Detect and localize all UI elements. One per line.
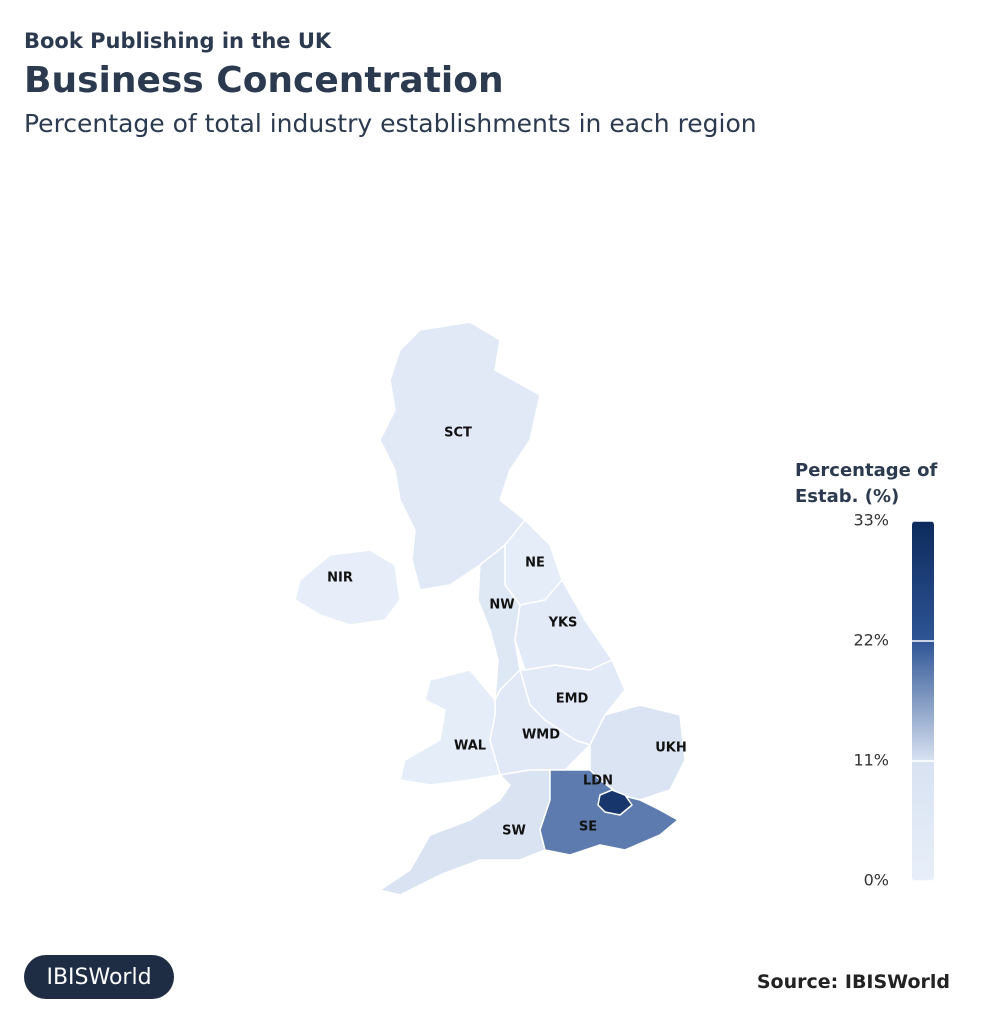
region-label: UKH xyxy=(655,741,687,756)
region-labels: SCT NIR NE NW YKS EMD WMD WAL UKH SW SE … xyxy=(327,426,687,839)
region xyxy=(597,789,633,816)
region-label: WAL xyxy=(454,739,486,754)
legend-title: Percentage of xyxy=(795,460,937,481)
title: Business Concentration xyxy=(24,60,504,101)
source: Source: IBISWorld xyxy=(757,971,950,993)
region xyxy=(379,321,541,591)
region-label: SE xyxy=(579,820,597,835)
region-label: SCT xyxy=(444,426,472,441)
region-label: NE xyxy=(525,556,545,571)
region-label: YKS xyxy=(548,616,578,631)
legend: Percentage of Estab. (%) 0% 11% 22% 33% xyxy=(795,460,937,890)
region-label: EMD xyxy=(556,692,589,707)
legend-tick-label: 11% xyxy=(853,751,889,770)
logo-badge xyxy=(24,955,174,999)
legend-tick-label: 0% xyxy=(864,871,889,890)
colorbar xyxy=(912,521,934,881)
region-label: SW xyxy=(502,824,526,839)
map xyxy=(294,321,686,896)
kicker: Book Publishing in the UK xyxy=(24,29,332,53)
region xyxy=(294,549,401,626)
legend-tick-label: 33% xyxy=(853,511,889,530)
region-label: NIR xyxy=(327,571,353,586)
subtitle: Percentage of total industry establishme… xyxy=(24,109,757,138)
legend-tick-label: 22% xyxy=(853,631,889,650)
region-label: WMD xyxy=(522,728,560,743)
region xyxy=(399,669,501,786)
region-label: LDN xyxy=(583,774,613,789)
logo: IBISWorld xyxy=(46,965,151,990)
region-label: NW xyxy=(489,598,514,613)
legend-title: Estab. (%) xyxy=(795,486,899,507)
